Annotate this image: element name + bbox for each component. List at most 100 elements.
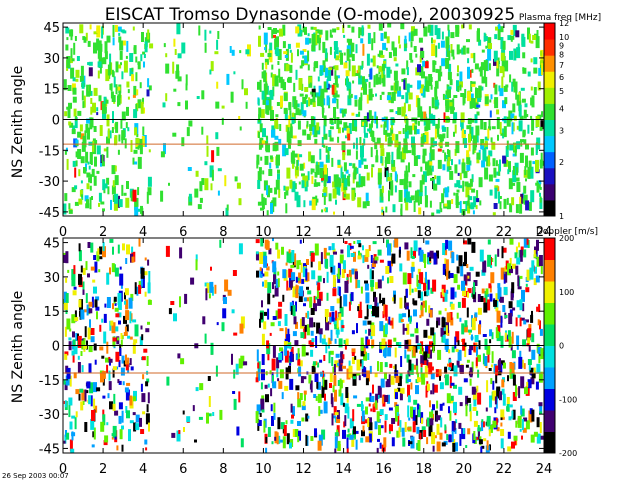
data-cell (147, 392, 150, 404)
data-cell (458, 422, 462, 429)
data-cell (302, 55, 305, 59)
data-cell (271, 129, 275, 138)
data-cell (202, 316, 206, 325)
data-cell (86, 304, 89, 316)
data-cell (69, 328, 72, 332)
data-cell (87, 161, 90, 165)
data-cell (375, 149, 378, 160)
data-cell (383, 130, 388, 135)
x-tick-label: 10 (255, 462, 272, 477)
data-cell (97, 70, 100, 79)
data-cell (516, 257, 521, 265)
data-cell (160, 151, 165, 158)
data-cell (278, 68, 281, 78)
data-cell (467, 428, 471, 435)
data-cell (285, 124, 289, 132)
data-cell (134, 206, 139, 216)
data-cell (119, 266, 122, 270)
data-cell (292, 163, 294, 169)
data-cell (304, 87, 309, 92)
data-cell (398, 44, 401, 49)
data-cell (394, 405, 399, 414)
data-cell (358, 99, 363, 111)
data-cell (342, 260, 346, 270)
data-cell (144, 257, 147, 261)
data-cell (382, 42, 387, 50)
data-cell (531, 409, 535, 422)
data-cell (101, 370, 106, 379)
data-cell (453, 192, 456, 196)
data-cell (211, 150, 215, 163)
data-cell (410, 382, 413, 390)
data-cell (493, 203, 498, 209)
data-cell (429, 309, 433, 318)
data-cell (78, 250, 82, 262)
data-cell (467, 275, 470, 279)
data-cell (438, 310, 442, 315)
data-cell (176, 430, 181, 442)
data-cell (417, 372, 420, 378)
data-cell (483, 438, 487, 442)
data-cell (346, 128, 350, 137)
data-cell (282, 269, 287, 279)
data-cell (318, 409, 323, 414)
data-cell (405, 340, 409, 345)
data-cell (425, 80, 430, 92)
data-cell (414, 287, 418, 292)
data-cell (437, 125, 440, 138)
data-cell (190, 277, 195, 285)
data-cell (80, 65, 84, 78)
data-cell (240, 355, 245, 366)
data-cell (309, 124, 314, 132)
data-cell (398, 190, 403, 202)
data-cell (356, 372, 361, 376)
data-cell (520, 140, 523, 147)
data-cell (69, 439, 73, 452)
data-cell (358, 159, 362, 168)
data-cell (188, 120, 193, 127)
data-cell (411, 261, 415, 267)
data-cell (175, 70, 180, 79)
data-cell (147, 29, 150, 40)
data-cell (294, 429, 299, 437)
data-cell (513, 48, 517, 61)
data-cell (347, 428, 350, 433)
data-cell (407, 150, 412, 154)
data-cell (434, 99, 439, 109)
data-cell (408, 417, 411, 421)
data-cell (261, 90, 265, 100)
data-cell (364, 78, 369, 82)
data-cell (409, 53, 413, 60)
data-cell (296, 285, 299, 290)
data-cell (269, 89, 274, 100)
data-cell (125, 324, 129, 332)
data-cell (221, 322, 225, 332)
data-cell (299, 239, 302, 244)
data-cell (532, 161, 537, 165)
data-cell (115, 84, 118, 95)
data-cell (358, 111, 361, 117)
data-cell (459, 433, 462, 446)
data-cell (514, 145, 517, 156)
data-cell (501, 246, 504, 259)
data-cell (204, 42, 207, 53)
y-axis-label: NS Zenith angle (10, 66, 26, 178)
data-cell (134, 127, 138, 136)
data-cell (109, 401, 113, 410)
data-cell (413, 300, 418, 306)
data-cell (279, 124, 282, 131)
data-cell (350, 93, 353, 98)
data-cell (293, 82, 296, 92)
data-cell (520, 405, 523, 415)
data-cell (323, 355, 326, 361)
data-cell (327, 70, 332, 81)
data-cell (338, 389, 342, 397)
data-cell (399, 390, 403, 401)
data-cell (317, 35, 321, 43)
data-cell (381, 67, 384, 79)
data-cell (147, 321, 150, 325)
data-cell (68, 203, 71, 210)
data-cell (304, 392, 306, 401)
data-cell (85, 293, 88, 304)
